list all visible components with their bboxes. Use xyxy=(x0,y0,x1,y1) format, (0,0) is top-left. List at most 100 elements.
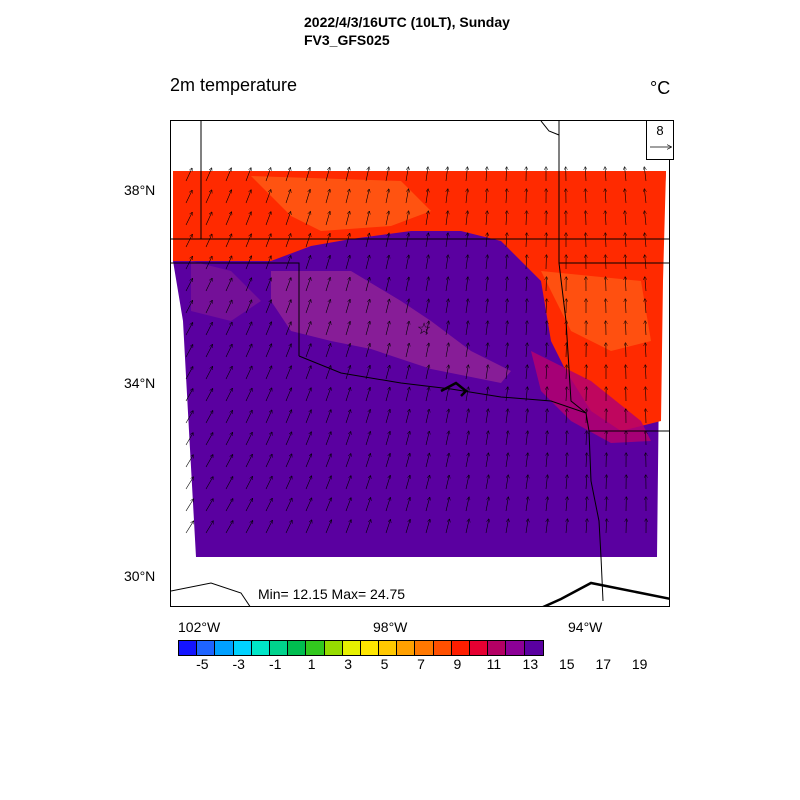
wind-arrow xyxy=(446,189,448,204)
wind-arrow xyxy=(485,365,488,380)
wind-arrow xyxy=(245,499,253,512)
wind-arrow xyxy=(205,411,213,424)
wind-arrow xyxy=(585,167,586,182)
wind-arrow xyxy=(285,212,291,226)
wind-arrow xyxy=(385,410,390,424)
wind-arrow xyxy=(305,388,311,402)
wind-arrow xyxy=(225,300,232,314)
wind-arrow xyxy=(465,475,469,490)
wind-arrow xyxy=(305,168,310,182)
wind-arrow xyxy=(385,189,389,204)
wind-arrow xyxy=(285,168,290,182)
wind-arrow xyxy=(566,387,567,402)
wind-arrow xyxy=(586,211,587,226)
wind-arrow xyxy=(365,255,370,270)
wind-arrow xyxy=(466,255,468,270)
wind-arrow xyxy=(185,279,193,292)
wind-arrow xyxy=(605,255,606,270)
wind-arrow xyxy=(405,321,409,336)
wind-arrow xyxy=(305,190,310,204)
wind-arrow xyxy=(205,367,213,380)
wind-arrow xyxy=(445,211,448,226)
wind-arrow xyxy=(645,321,646,336)
wind-arrow xyxy=(365,366,370,380)
wind-arrow xyxy=(385,520,390,534)
wind-arrow xyxy=(385,432,390,446)
wind-arrow xyxy=(505,497,508,512)
wind-arrow xyxy=(325,476,331,490)
wind-arrow xyxy=(285,520,292,534)
wind-arrow xyxy=(365,476,371,490)
wind-arrow xyxy=(205,345,212,358)
wind-arrow xyxy=(486,277,488,292)
wind-arrow xyxy=(205,234,212,248)
wind-arrow xyxy=(265,410,272,424)
wind-arrow xyxy=(625,299,626,314)
wind-arrow xyxy=(585,189,586,204)
wind-arrow xyxy=(526,343,527,358)
wind-arrow xyxy=(606,475,607,490)
wind-arrow xyxy=(425,343,429,358)
colorbar-swatch xyxy=(324,641,343,655)
wind-arrow xyxy=(405,410,410,424)
wind-arrow xyxy=(445,277,448,292)
wind-arrow xyxy=(605,211,606,226)
wind-arrow xyxy=(566,475,567,490)
colorbar-tick-label: -3 xyxy=(232,656,245,672)
wind-arrow xyxy=(645,387,646,402)
wind-arrow xyxy=(365,454,370,468)
wind-arrow xyxy=(325,256,330,270)
map-panel: ☆ xyxy=(170,120,670,607)
reference-arrow-icon xyxy=(650,121,675,161)
wind-arrow xyxy=(625,167,626,182)
wind-arrow xyxy=(345,520,351,534)
wind-arrow xyxy=(445,343,449,358)
colorbar-swatch xyxy=(470,641,489,655)
wind-arrow xyxy=(265,499,272,512)
wind-arrow xyxy=(506,277,507,292)
colorbar-swatch xyxy=(251,641,270,655)
wind-arrow xyxy=(506,233,507,248)
wind-arrow xyxy=(205,477,213,490)
wind-arrow xyxy=(425,321,429,336)
wind-arrow xyxy=(225,433,233,446)
wind-arrow xyxy=(405,454,410,468)
colorbar-swatch xyxy=(397,641,416,655)
wind-arrow xyxy=(385,299,389,314)
wind-arrow xyxy=(345,498,351,512)
colorbar-swatch xyxy=(342,641,361,655)
wind-arrow xyxy=(506,167,507,182)
wind-arrow xyxy=(546,431,547,446)
wind-arrow xyxy=(265,366,272,380)
variable-title: 2m temperature xyxy=(170,75,298,95)
wind-arrow xyxy=(645,211,647,226)
wind-arrow xyxy=(225,256,232,270)
wind-arrow xyxy=(365,278,370,292)
wind-arrow xyxy=(325,498,331,512)
min-max-stats: Min= 12.15 Max= 24.75 xyxy=(258,586,406,602)
wind-arrow xyxy=(546,299,547,314)
wind-arrow xyxy=(345,189,350,204)
wind-arrow xyxy=(205,455,213,468)
wind-arrow xyxy=(245,344,252,358)
wind-arrow xyxy=(345,234,350,248)
wind-arrow xyxy=(445,255,448,270)
wind-arrow xyxy=(425,476,430,490)
wind-arrow xyxy=(446,167,448,182)
wind-arrow xyxy=(466,167,467,182)
wind-arrow xyxy=(485,453,488,468)
wind-arrow xyxy=(625,233,626,248)
wind-arrow xyxy=(185,212,192,226)
wind-arrow xyxy=(586,409,587,424)
wind-arrow xyxy=(245,168,251,182)
reference-vector-value: 8 xyxy=(656,123,664,138)
wind-arrow xyxy=(265,344,272,358)
reference-vector-box: 8 xyxy=(646,120,674,160)
wind-arrow xyxy=(425,409,429,424)
wind-arrow xyxy=(645,277,646,292)
wind-arrow xyxy=(546,409,547,424)
colorbar-swatch xyxy=(360,641,380,655)
wind-arrow xyxy=(265,322,271,336)
colorbar-tick-label: 9 xyxy=(453,656,462,672)
wind-arrow xyxy=(465,519,469,534)
